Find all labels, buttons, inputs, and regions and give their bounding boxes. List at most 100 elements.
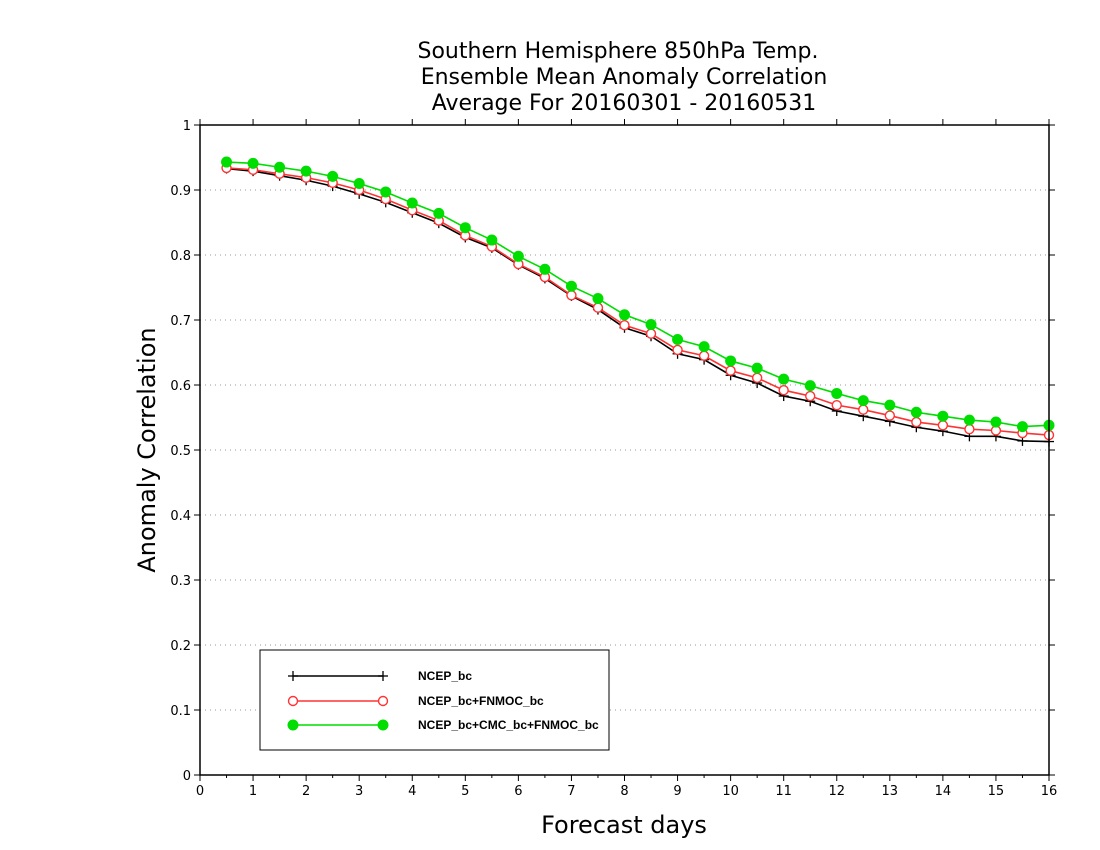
- series-2-point-1: [247, 157, 259, 169]
- series-2-point-29: [990, 416, 1002, 428]
- series-1-point-28: [964, 424, 975, 435]
- series-2-point-30: [1016, 421, 1028, 433]
- series-2-line: [226, 161, 1050, 428]
- x-tick-label-10: 10: [722, 784, 739, 799]
- x-tick-label-13: 13: [882, 784, 899, 799]
- series-2-point-14: [592, 293, 604, 305]
- series-2-point-25: [884, 399, 896, 411]
- series-2-point-12: [539, 263, 551, 275]
- x-axis-ticks: 0 1 2 3 4 5 6 7 8 9 10 11 12 13 14 15 16: [196, 119, 1057, 799]
- series-1-point-19: [725, 365, 736, 376]
- x-tick-label-16: 16: [1041, 784, 1058, 799]
- chart-legend: NCEP_bc NCEP_bc+FNMOC_bc NCEP_bc+CMC_bc+FN…: [259, 649, 610, 751]
- series-2-point-8: [433, 207, 445, 219]
- series-1: [221, 162, 1055, 441]
- y-tick-label-1: 0.1: [170, 704, 191, 719]
- legend-label-2: NCEP_bc+CMC_bc+FNMOC_bc: [418, 718, 599, 732]
- series-2-point-15: [619, 309, 630, 321]
- series-2-point-23: [831, 387, 843, 399]
- series-2-point-6: [380, 186, 392, 198]
- y-axis-label: Anomaly Correlation: [133, 327, 161, 572]
- chart-title-line-1: Southern Hemisphere 850hPa Temp.: [418, 39, 819, 64]
- series-1-point-25: [884, 410, 896, 421]
- legend-marker-start-2: [287, 719, 299, 731]
- series-2-point-10: [486, 234, 498, 246]
- series-2-point-16: [645, 319, 657, 331]
- series-0: [221, 163, 1054, 447]
- series-2-point-21: [778, 373, 790, 385]
- series-1-point-26: [911, 416, 922, 428]
- series-2-point-18: [698, 341, 710, 353]
- y-tick-label-2: 0.2: [170, 639, 191, 654]
- x-tick-label-7: 7: [567, 784, 575, 799]
- x-tick-label-1: 1: [249, 784, 257, 799]
- y-tick-label-9: 0.9: [170, 184, 191, 199]
- series-2-point-13: [565, 280, 577, 292]
- series-2-point-17: [672, 334, 684, 345]
- legend-label-1: NCEP_bc+FNMOC_bc: [418, 694, 544, 708]
- series-2-point-9: [459, 222, 471, 234]
- x-tick-label-14: 14: [935, 784, 952, 799]
- legend-marker-start-0: [288, 671, 298, 681]
- series-1-point-20: [751, 372, 763, 384]
- y-axis-ticks: 0 0.1 0.2 0.3 0.4 0.5 0.6 0.7 0.8 0.9 1: [170, 119, 1055, 784]
- series-2-point-7: [406, 197, 418, 209]
- series-1-point-22: [805, 390, 816, 402]
- x-tick-label-4: 4: [408, 784, 416, 799]
- series-1-point-27: [937, 420, 949, 431]
- plot-series: [221, 156, 1055, 447]
- y-tick-label-3: 0.3: [170, 574, 191, 589]
- y-tick-label-8: 0.8: [170, 249, 191, 264]
- x-tick-label-8: 8: [620, 784, 628, 799]
- chart-title-line-2: Ensemble Mean Anomaly Correlation: [421, 65, 828, 90]
- legend-box: [259, 649, 610, 751]
- x-tick-label-6: 6: [514, 784, 522, 799]
- series-1-point-15: [619, 320, 630, 331]
- y-tick-label-0: 0: [183, 769, 191, 784]
- series-2-point-28: [963, 414, 975, 426]
- legend-marker-end-1: [377, 695, 389, 707]
- y-tick-label-10: 1: [183, 119, 191, 134]
- y-tick-label-5: 0.5: [170, 444, 191, 459]
- series-2-point-27: [937, 410, 949, 422]
- series-2-point-0: [221, 156, 233, 168]
- y-tick-label-6: 0.6: [170, 379, 191, 394]
- series-2-point-26: [910, 406, 922, 418]
- series-1-point-18: [698, 350, 710, 361]
- series-1-line: [226, 167, 1050, 436]
- x-axis-label: Forecast days: [541, 811, 707, 839]
- series-2-point-24: [857, 395, 869, 407]
- series-1-point-17: [672, 344, 683, 356]
- series-0-line: [226, 167, 1050, 443]
- series-1-point-13: [566, 290, 577, 301]
- x-tick-label-3: 3: [355, 784, 363, 799]
- legend-marker-start-1: [287, 695, 299, 707]
- x-tick-label-0: 0: [196, 784, 204, 799]
- series-2-point-5: [353, 178, 365, 189]
- x-tick-label-2: 2: [302, 784, 310, 799]
- series-2-point-2: [274, 161, 286, 173]
- x-tick-label-11: 11: [775, 784, 792, 799]
- series-1-point-24: [858, 404, 869, 415]
- series-2-point-20: [751, 362, 763, 374]
- series-2: [221, 156, 1055, 433]
- series-1-point-16: [645, 328, 657, 339]
- x-tick-label-12: 12: [828, 784, 845, 799]
- series-2-point-4: [327, 170, 339, 182]
- legend-marker-end-2: [377, 719, 389, 731]
- series-1-point-23: [831, 399, 842, 411]
- chart-title: Southern Hemisphere 850hPa Temp. Ensembl…: [418, 39, 828, 116]
- series-1-point-21: [778, 385, 789, 396]
- gridlines: [200, 189, 1049, 711]
- x-tick-label-9: 9: [673, 784, 681, 799]
- y-tick-label-7: 0.7: [170, 314, 191, 329]
- chart-title-line-3: Average For 20160301 - 20160531: [432, 91, 817, 116]
- series-1-point-14: [592, 302, 604, 313]
- x-tick-label-15: 15: [988, 784, 1005, 799]
- series-2-point-3: [300, 165, 312, 177]
- series-2-point-22: [804, 380, 816, 392]
- series-2-point-11: [512, 250, 524, 262]
- series-2-point-19: [725, 355, 737, 367]
- x-tick-label-5: 5: [461, 784, 469, 799]
